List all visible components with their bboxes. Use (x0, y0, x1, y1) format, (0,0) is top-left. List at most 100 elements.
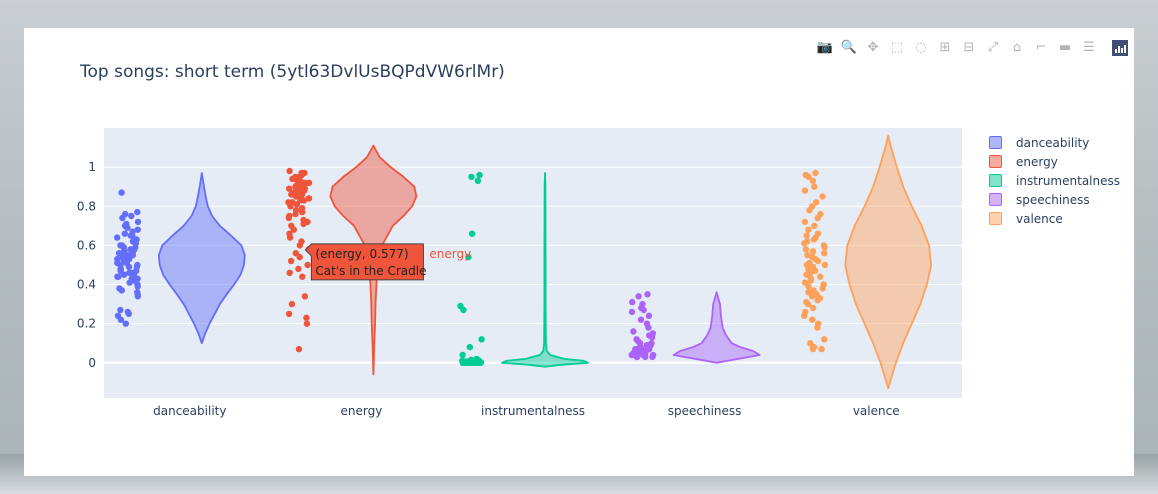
data-point-energy[interactable] (295, 265, 302, 273)
data-point-valence[interactable] (801, 218, 809, 226)
data-point-energy[interactable] (293, 201, 300, 208)
data-point-valence[interactable] (809, 345, 817, 353)
data-point-speechiness[interactable] (630, 328, 637, 335)
data-point-valence[interactable] (809, 316, 816, 323)
data-point-instrumentalness[interactable] (478, 336, 485, 343)
data-point-energy[interactable] (285, 214, 293, 222)
box-select-icon[interactable]: ⬚ (890, 40, 904, 55)
data-point-energy[interactable] (305, 195, 313, 202)
pan-icon[interactable]: ✥ (867, 40, 879, 55)
data-point-valence[interactable] (801, 240, 808, 247)
data-point-instrumentalness[interactable] (466, 343, 473, 351)
violin-valence[interactable] (844, 134, 933, 390)
spike-lines-icon[interactable]: ⌐ (1035, 40, 1047, 55)
data-point-instrumentalness[interactable] (468, 173, 475, 181)
data-point-instrumentalness[interactable] (476, 171, 483, 179)
data-point-valence[interactable] (821, 336, 828, 343)
data-point-valence[interactable] (805, 283, 812, 290)
data-point-energy[interactable] (299, 273, 306, 280)
data-point-danceability[interactable] (122, 320, 129, 327)
data-point-energy[interactable] (287, 257, 295, 265)
data-point-speechiness[interactable] (633, 353, 641, 361)
legend-item-instrumentalness[interactable]: instrumentalness (989, 171, 1120, 190)
data-point-valence[interactable] (817, 273, 824, 280)
data-point-danceability[interactable] (119, 214, 126, 222)
zoom-icon[interactable]: 🔍 (840, 40, 858, 55)
data-point-instrumentalness[interactable] (474, 359, 482, 366)
data-point-valence[interactable] (811, 183, 818, 190)
data-point-speechiness[interactable] (645, 324, 652, 331)
data-point-valence[interactable] (803, 232, 810, 239)
legend-item-energy[interactable]: energy (989, 152, 1120, 171)
data-point-valence[interactable] (814, 297, 821, 304)
data-point-valence[interactable] (819, 285, 826, 292)
data-point-valence[interactable] (801, 187, 809, 194)
data-point-speechiness[interactable] (644, 291, 651, 298)
data-point-speechiness[interactable] (637, 316, 645, 323)
data-point-danceability[interactable] (118, 287, 126, 294)
data-point-energy[interactable] (300, 197, 308, 204)
zoom-in-icon[interactable]: ⊞ (939, 40, 951, 55)
data-point-danceability[interactable] (125, 263, 133, 271)
data-point-valence[interactable] (805, 226, 812, 233)
data-point-valence[interactable] (801, 312, 808, 319)
data-point-instrumentalness[interactable] (463, 359, 471, 366)
plotly-logo-icon[interactable] (1112, 40, 1128, 56)
data-point-valence[interactable] (809, 304, 817, 312)
hover-compare-icon[interactable]: ☰ (1083, 40, 1095, 55)
data-point-energy[interactable] (290, 226, 297, 233)
data-point-danceability[interactable] (134, 218, 142, 226)
data-point-valence[interactable] (812, 169, 819, 177)
data-point-energy[interactable] (296, 253, 303, 261)
data-point-speechiness[interactable] (640, 306, 647, 314)
data-point-danceability[interactable] (118, 189, 125, 196)
data-point-speechiness[interactable] (648, 334, 656, 341)
data-point-valence[interactable] (814, 214, 821, 222)
data-point-danceability[interactable] (125, 310, 132, 318)
data-point-energy[interactable] (286, 234, 294, 241)
data-point-energy[interactable] (300, 220, 307, 228)
data-point-energy[interactable] (295, 345, 303, 353)
data-point-speechiness[interactable] (649, 353, 656, 361)
data-point-energy[interactable] (292, 193, 300, 200)
data-point-energy[interactable] (299, 208, 306, 216)
data-point-valence[interactable] (803, 271, 810, 278)
data-point-valence[interactable] (818, 345, 825, 353)
data-point-danceability[interactable] (115, 273, 122, 280)
data-point-valence[interactable] (804, 252, 811, 259)
data-point-energy[interactable] (292, 210, 299, 218)
data-point-speechiness[interactable] (628, 351, 635, 359)
data-point-speechiness[interactable] (645, 312, 653, 319)
data-point-instrumentalness[interactable] (465, 253, 472, 261)
violin-plot[interactable]: 0 0.2 0.4 0.6 0.8 1 danceability energy instrume… (24, 28, 1134, 476)
data-point-energy[interactable] (287, 203, 294, 210)
reset-axes-icon[interactable]: ⌂ (1012, 40, 1022, 55)
data-point-danceability[interactable] (134, 208, 141, 216)
data-point-energy[interactable] (303, 320, 311, 327)
legend-item-danceability[interactable]: danceability (989, 133, 1120, 152)
violin-danceability[interactable] (157, 172, 246, 345)
data-point-valence[interactable] (809, 248, 817, 255)
data-point-valence[interactable] (802, 246, 810, 253)
data-point-valence[interactable] (821, 244, 828, 251)
data-point-speechiness[interactable] (629, 298, 636, 306)
data-point-valence[interactable] (813, 199, 820, 206)
data-point-valence[interactable] (821, 250, 828, 257)
data-point-danceability[interactable] (121, 230, 128, 237)
data-point-valence[interactable] (804, 300, 812, 308)
data-point-danceability[interactable] (124, 224, 131, 231)
data-point-energy[interactable] (288, 300, 296, 308)
data-point-valence[interactable] (821, 261, 829, 269)
data-point-speechiness[interactable] (635, 293, 642, 300)
data-point-danceability[interactable] (120, 271, 128, 278)
data-point-danceability[interactable] (134, 226, 141, 233)
data-point-energy[interactable] (286, 269, 293, 276)
data-point-danceability[interactable] (134, 293, 141, 300)
violin-instrumentalness[interactable] (501, 172, 589, 368)
data-point-energy[interactable] (301, 293, 309, 300)
zoom-out-icon[interactable]: ⊟ (963, 40, 975, 55)
camera-icon[interactable]: 📷 (816, 40, 834, 55)
data-point-speechiness[interactable] (642, 353, 649, 361)
lasso-select-icon[interactable]: ◌ (915, 40, 927, 55)
data-point-danceability[interactable] (128, 212, 135, 220)
